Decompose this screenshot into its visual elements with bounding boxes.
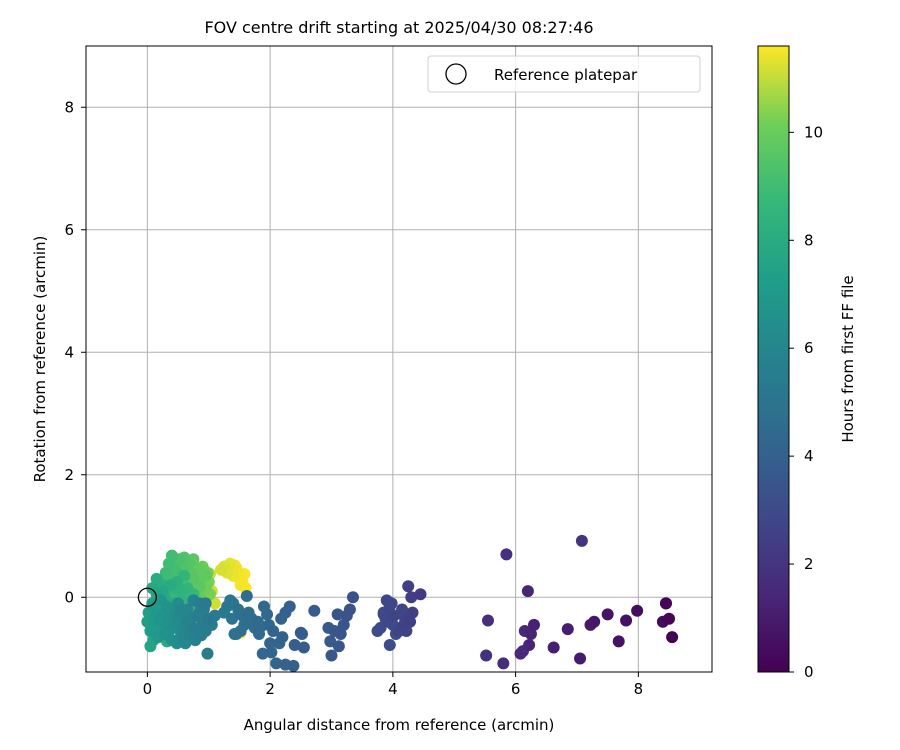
data-point bbox=[297, 641, 310, 654]
data-point bbox=[383, 639, 396, 652]
data-point bbox=[414, 588, 427, 601]
data-point bbox=[480, 649, 493, 662]
data-point bbox=[402, 580, 415, 593]
data-point bbox=[497, 657, 510, 670]
data-point bbox=[659, 597, 672, 610]
data-point bbox=[547, 641, 560, 654]
data-point bbox=[588, 615, 601, 628]
x-tick-label: 6 bbox=[511, 680, 521, 698]
data-point bbox=[287, 659, 300, 672]
x-tick-label: 4 bbox=[388, 680, 398, 698]
data-point bbox=[612, 635, 625, 648]
data-point bbox=[631, 604, 644, 617]
data-point bbox=[215, 563, 228, 576]
data-point bbox=[199, 597, 212, 610]
data-point bbox=[332, 640, 345, 653]
legend-label-reference: Reference platepar bbox=[494, 66, 638, 84]
y-tick-label: 2 bbox=[64, 466, 74, 484]
data-point bbox=[325, 649, 338, 662]
data-point bbox=[202, 612, 215, 625]
x-axis-ticks: 0 2 4 6 8 bbox=[143, 672, 644, 698]
colorbar-tick-label: 0 bbox=[804, 663, 814, 681]
data-point bbox=[159, 566, 172, 579]
colorbar-gradient bbox=[757, 45, 790, 673]
data-point bbox=[331, 608, 344, 621]
plot-frame bbox=[85, 45, 713, 673]
colorbar-tick-label: 4 bbox=[804, 447, 814, 465]
colorbar-ticks: 0 2 4 6 8 10 bbox=[789, 123, 823, 681]
data-point bbox=[343, 603, 356, 616]
colorbar-tick-label: 10 bbox=[804, 123, 823, 141]
data-point bbox=[267, 624, 280, 637]
data-point bbox=[406, 606, 419, 619]
y-tick-label: 8 bbox=[64, 98, 74, 116]
y-axis-label: Rotation from reference (arcmin) bbox=[31, 236, 49, 483]
data-point bbox=[334, 628, 347, 641]
y-tick-label: 6 bbox=[64, 221, 74, 239]
data-point bbox=[276, 631, 289, 644]
data-point bbox=[380, 594, 393, 607]
data-point bbox=[181, 603, 194, 616]
data-point bbox=[265, 646, 278, 659]
data-point bbox=[226, 612, 239, 625]
data-point bbox=[346, 591, 359, 604]
data-point bbox=[199, 569, 212, 582]
data-point bbox=[162, 557, 175, 570]
colorbar-tick-label: 8 bbox=[804, 231, 814, 249]
legend-marker-reference bbox=[445, 63, 467, 85]
data-point bbox=[666, 631, 679, 644]
data-point bbox=[481, 614, 494, 627]
chart-title: FOV centre drift starting at 2025/04/30 … bbox=[204, 18, 593, 37]
colorbar-tick-label: 2 bbox=[804, 555, 814, 573]
data-point bbox=[620, 614, 633, 627]
data-point bbox=[575, 534, 588, 547]
data-point bbox=[234, 579, 247, 592]
colorbar: 0 2 4 6 8 10 Hours from first FF file bbox=[757, 45, 857, 681]
colorbar-tick-label: 6 bbox=[804, 339, 814, 357]
data-point bbox=[193, 606, 206, 619]
data-point bbox=[521, 585, 534, 598]
data-point bbox=[279, 606, 292, 619]
data-point bbox=[288, 639, 301, 652]
data-point bbox=[663, 612, 676, 625]
data-point bbox=[270, 657, 283, 670]
data-point bbox=[528, 618, 541, 631]
data-point bbox=[405, 591, 418, 604]
data-point bbox=[150, 572, 163, 585]
data-point bbox=[208, 597, 221, 610]
data-point bbox=[175, 585, 188, 598]
reference-platepar-marker bbox=[137, 587, 158, 607]
data-point bbox=[261, 608, 274, 621]
data-point bbox=[201, 647, 214, 660]
y-axis-ticks: 0 2 4 6 8 bbox=[64, 98, 86, 606]
x-tick-label: 0 bbox=[143, 680, 153, 698]
data-point bbox=[601, 608, 614, 621]
data-point bbox=[524, 628, 537, 641]
legend: Reference platepar bbox=[427, 55, 701, 93]
colorbar-label: Hours from first FF file bbox=[839, 275, 857, 442]
x-tick-label: 8 bbox=[634, 680, 644, 698]
data-point bbox=[308, 604, 321, 617]
y-tick-label: 0 bbox=[64, 588, 74, 606]
data-point bbox=[523, 639, 536, 652]
data-point bbox=[574, 652, 587, 665]
data-point bbox=[264, 637, 277, 650]
y-tick-label: 4 bbox=[64, 343, 74, 361]
data-point bbox=[500, 548, 513, 561]
x-tick-label: 2 bbox=[265, 680, 275, 698]
x-axis-label: Angular distance from reference (arcmin) bbox=[244, 716, 555, 734]
data-point bbox=[240, 590, 253, 603]
legend-box bbox=[427, 55, 701, 93]
data-point bbox=[187, 621, 200, 634]
data-point bbox=[337, 618, 350, 631]
data-point bbox=[561, 623, 574, 636]
data-point bbox=[294, 626, 307, 639]
data-point bbox=[388, 609, 401, 622]
data-point bbox=[404, 615, 417, 628]
scatter-points bbox=[141, 534, 679, 672]
